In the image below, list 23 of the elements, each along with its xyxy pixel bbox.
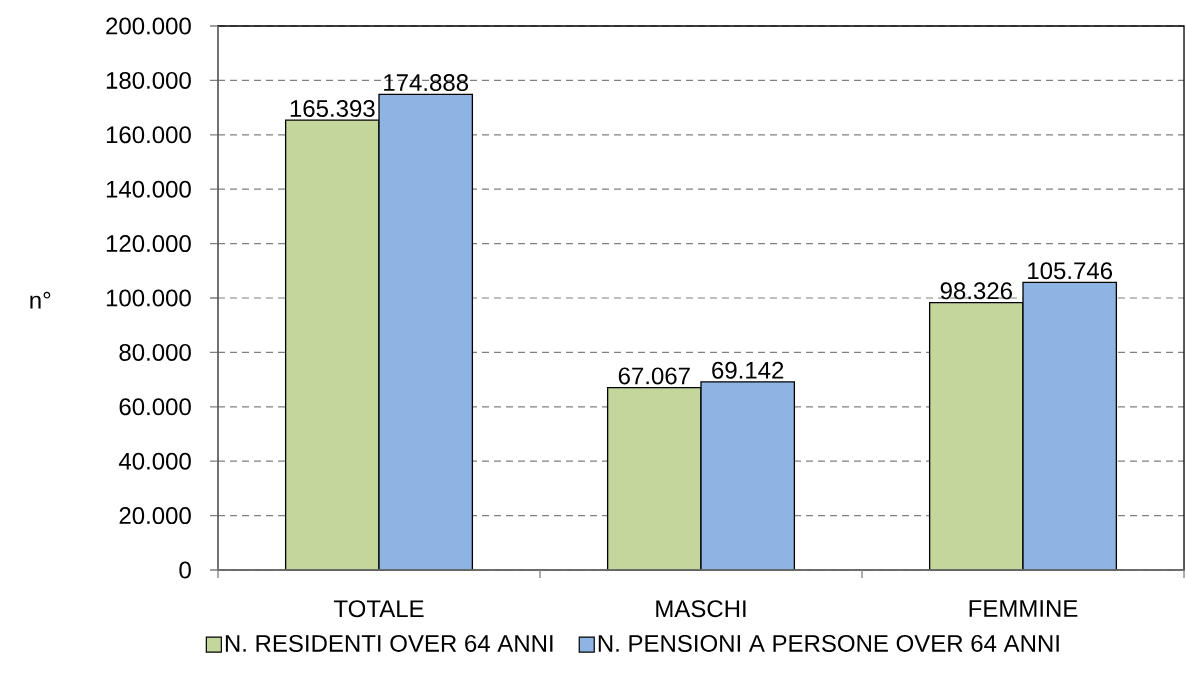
y-tick-label: 160.000 [106, 126, 191, 144]
y-tick-label: 120.000 [106, 235, 191, 253]
data-label: 98.326 [940, 282, 1012, 300]
x-tick-label: FEMMINE [969, 600, 1078, 617]
y-axis-title: n° [30, 291, 51, 309]
legend-label: N. RESIDENTI OVER 64 ANNI [225, 634, 553, 652]
x-tick-label: TOTALE [333, 600, 424, 618]
legend-label: N. PENSIONI A PERSONE OVER 64 ANNI [598, 634, 1059, 652]
y-tick-label: 20.000 [119, 507, 191, 525]
y-tick-label: 60.000 [119, 398, 191, 416]
y-tick-label: 80.000 [119, 343, 191, 361]
y-tick-label: 200.000 [106, 17, 191, 35]
data-label: 165.393 [290, 99, 375, 117]
x-tick-label: MASCHI [656, 600, 746, 618]
data-label: 105.746 [1028, 262, 1113, 280]
data-label: 69.142 [712, 361, 784, 379]
data-label: 174.888 [384, 74, 469, 92]
y-tick-label: 40.000 [118, 452, 191, 470]
y-tick-label: 0 [179, 561, 191, 579]
y-tick-label: 100.000 [106, 289, 191, 307]
data-label: 67.067 [618, 367, 690, 385]
y-tick-label: 180.000 [106, 71, 191, 89]
y-tick-label: 140.000 [106, 180, 191, 198]
